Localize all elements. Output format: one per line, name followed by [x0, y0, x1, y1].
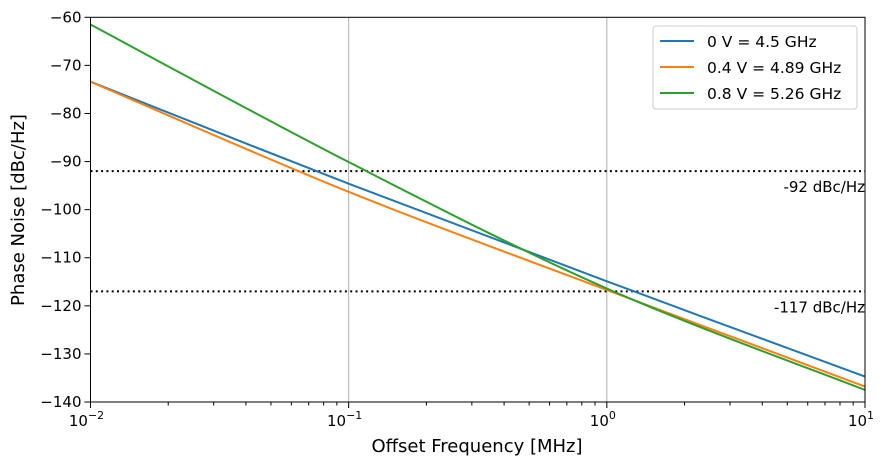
- x-tick-label: 101: [848, 409, 874, 430]
- legend: 0 V = 4.5 GHz 0.4 V = 4.89 GHz 0.8 V = 5.2…: [652, 25, 858, 110]
- series-line: [90, 80, 866, 388]
- series-line: [90, 80, 866, 378]
- x-axis-label: Offset Frequency [MHz]: [371, 436, 582, 457]
- x-tick-label: 100: [590, 409, 616, 430]
- x-tick-label: 10−2: [69, 409, 104, 430]
- legend-label: 0.8 V = 5.26 GHz: [707, 85, 841, 103]
- y-axis-label: Phase Noise [dBc/Hz]: [8, 114, 29, 306]
- legend-label: 0 V = 4.5 GHz: [707, 33, 817, 51]
- series-line: [90, 23, 866, 391]
- y-tick-label: −120: [40, 297, 81, 315]
- y-tick-label: −100: [40, 201, 81, 219]
- legend-box: [652, 25, 858, 110]
- x-tick-label: 10−1: [327, 409, 362, 430]
- y-tick-label: −60: [50, 8, 82, 26]
- reference-line-label: -92 dBc/Hz: [783, 178, 865, 196]
- y-tick-label: −90: [50, 153, 82, 171]
- y-tick-label: −80: [50, 104, 82, 122]
- reference-line-label: -117 dBc/Hz: [774, 298, 865, 316]
- y-tick-label: −140: [40, 393, 81, 411]
- y-tick-label: −110: [40, 249, 81, 267]
- y-tick-label: −130: [40, 345, 81, 363]
- y-tick-label: −70: [50, 56, 82, 74]
- legend-label: 0.4 V = 4.89 GHz: [707, 59, 841, 77]
